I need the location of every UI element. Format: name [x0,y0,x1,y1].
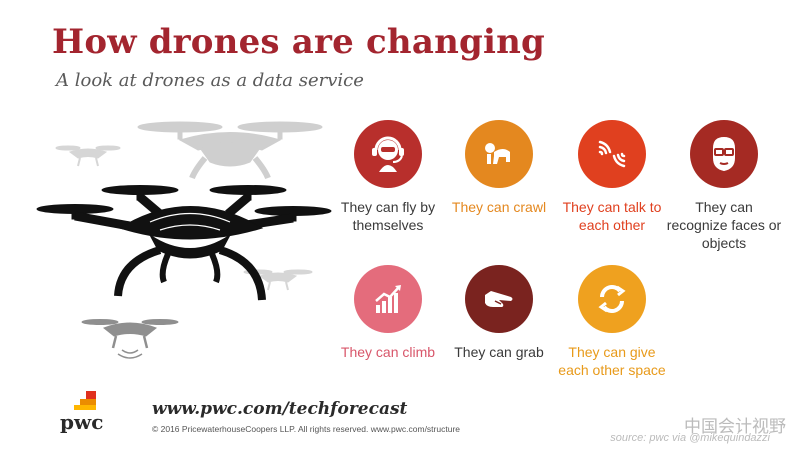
feature-label: They can recognize faces or objects [666,199,782,251]
rising-bar-chart-icon [375,285,401,313]
feature-label: They can climb [340,344,436,360]
watermark-text: 中国会计视野 [684,417,786,437]
feature-talk-to-each-other: They can talk to each other [552,120,672,234]
feature-fly-by-themselves: They can fly by themselves [328,120,448,234]
pilot-headset-icon [372,136,404,172]
main-black-drone [36,185,332,301]
feature-circle [354,120,422,188]
signal-waves-icon [598,140,626,168]
feature-circle [465,265,533,333]
background-drone-large [137,121,323,180]
feature-circle [578,120,646,188]
feature-label: They can give each other space [558,344,666,378]
feature-label: They can grab [454,344,544,360]
page-title: How drones are changing [52,22,545,62]
feature-climb: They can climb [328,265,448,361]
face-glasses-icon [713,136,735,172]
feature-label: They can crawl [451,199,547,215]
feature-recognize-faces: They can recognize faces or objects [664,120,784,252]
feature-crawl: They can crawl [439,120,559,216]
crawling-figure-icon [485,143,510,164]
feature-circle [578,265,646,333]
watermark-source: source: pwc via @mikequindazzi [610,432,770,444]
feature-circle [465,120,533,188]
background-drone-small [55,145,121,167]
page-subtitle: A look at drones as a data service [56,70,364,91]
feature-label: They can talk to each other [562,199,662,233]
feature-give-space: They can give each other space [552,265,672,379]
feature-circle [354,265,422,333]
pointing-hand-icon [485,291,513,307]
footer-copyright: © 2016 PricewaterhouseCoopers LLP. All r… [152,424,460,434]
feature-grab: They can grab [439,265,559,361]
pwc-logo-text: pwc [60,410,104,434]
feature-label: They can fly by themselves [340,199,436,233]
pwc-logo-mark [74,391,96,410]
footer-url[interactable]: www.pwc.com/techforecast [152,399,408,419]
background-drone-bottom [81,319,179,359]
circular-arrows-icon [598,285,626,313]
feature-circle [690,120,758,188]
